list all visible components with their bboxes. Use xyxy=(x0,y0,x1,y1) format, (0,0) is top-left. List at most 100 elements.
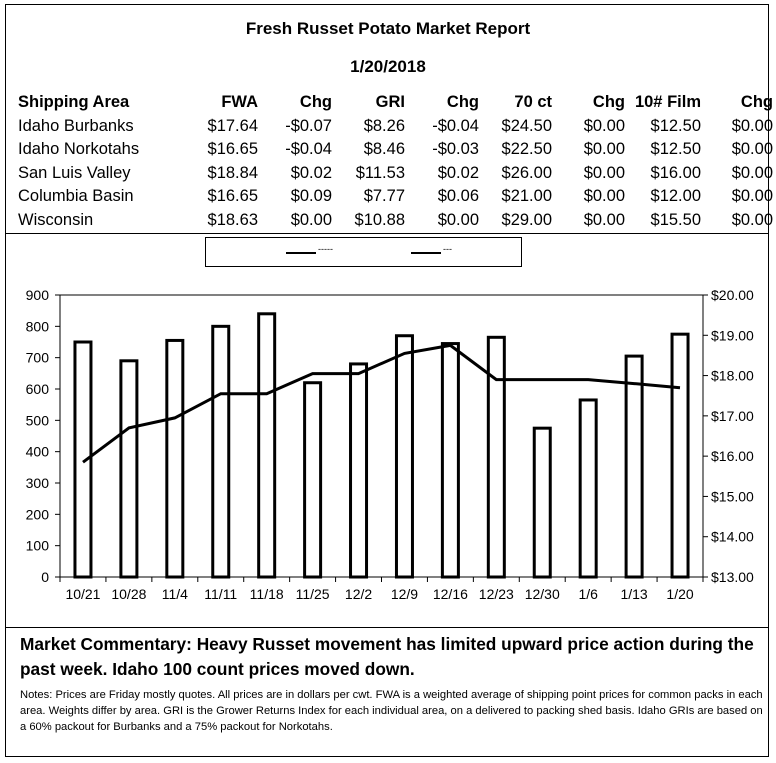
bar xyxy=(257,312,277,579)
bar xyxy=(578,398,598,579)
cell-gri: $10.88 xyxy=(354,210,405,229)
chart-area xyxy=(5,233,769,628)
x-tick-label: 12/9 xyxy=(391,586,418,602)
header-70ct-chg: Chg xyxy=(592,93,625,112)
cell-gri: $7.77 xyxy=(363,187,405,206)
cell-70ct-chg: $0.00 xyxy=(583,163,625,182)
right-tick-label: $15.00 xyxy=(711,488,754,504)
right-tick-label: $18.00 xyxy=(711,368,754,384)
report-date: 1/20/2018 xyxy=(350,57,426,76)
bar xyxy=(670,332,690,579)
left-tick-label: 0 xyxy=(41,569,49,585)
bar xyxy=(165,338,185,579)
cell-fwa: $16.65 xyxy=(207,140,258,159)
header-70ct: 70 ct xyxy=(514,93,552,112)
market-commentary: Market Commentary: Heavy Russet movement… xyxy=(20,634,754,679)
bar xyxy=(119,359,139,579)
cell-70ct: $21.00 xyxy=(501,187,552,206)
chart-legend: ----- --- xyxy=(205,237,522,267)
price-table: Shipping Area FWA Chg GRI Chg 70 ct Chg … xyxy=(18,91,773,232)
cell-film: $12.50 xyxy=(650,116,701,135)
bar xyxy=(532,426,552,579)
left-tick-label: 700 xyxy=(26,350,50,366)
cell-film: $12.00 xyxy=(650,187,701,206)
cell-fwa-chg: $0.02 xyxy=(290,163,332,182)
cell-70ct: $29.00 xyxy=(501,210,552,229)
x-tick-label: 1/20 xyxy=(666,586,693,602)
header-fwa: FWA xyxy=(221,93,258,112)
bar xyxy=(624,354,644,579)
table-row: Idaho Norkotahs $16.65 -$0.04 $8.46 -$0.… xyxy=(18,138,773,162)
cell-gri-chg: -$0.03 xyxy=(432,140,479,159)
cell-70ct-chg: $0.00 xyxy=(583,140,625,159)
plot-frame xyxy=(59,294,704,578)
right-tick-label: $17.00 xyxy=(711,408,754,424)
left-tick-label: 400 xyxy=(26,444,50,460)
left-tick-label: 600 xyxy=(26,381,50,397)
header-10lb-film: 10# Film xyxy=(634,93,701,112)
cell-area: Idaho Burbanks xyxy=(18,116,134,135)
legend-label-line: --- xyxy=(443,244,452,254)
right-tick-label: $16.00 xyxy=(711,448,754,464)
legend-swatch-bars xyxy=(286,252,316,254)
cell-gri-chg: $0.06 xyxy=(437,187,479,206)
cell-70ct-chg: $0.00 xyxy=(583,187,625,206)
x-tick-label: 12/30 xyxy=(525,586,560,602)
cell-70ct-chg: $0.00 xyxy=(583,210,625,229)
table-header-row: Shipping Area FWA Chg GRI Chg 70 ct Chg … xyxy=(18,91,773,115)
cell-film-chg: $0.00 xyxy=(731,116,773,135)
left-tick-label: 300 xyxy=(26,475,50,491)
header-10lb-film-chg: Chg xyxy=(740,93,773,112)
right-tick-label: $13.00 xyxy=(711,569,754,585)
cell-70ct: $22.50 xyxy=(501,140,552,159)
left-tick-label: 900 xyxy=(26,287,50,303)
bar xyxy=(73,340,93,579)
table-row: San Luis Valley $18.84 $0.02 $11.53 $0.0… xyxy=(18,162,773,186)
cell-film-chg: $0.00 xyxy=(731,140,773,159)
cell-area: Columbia Basin xyxy=(18,187,134,206)
cell-film-chg: $0.00 xyxy=(731,210,773,229)
cell-film: $15.50 xyxy=(650,210,701,229)
cell-film: $12.50 xyxy=(650,140,701,159)
x-tick-label: 10/21 xyxy=(65,586,100,602)
right-tick-label: $14.00 xyxy=(711,529,754,545)
bar xyxy=(394,334,414,579)
bar xyxy=(349,362,369,579)
x-tick-label: 11/11 xyxy=(204,586,237,602)
header-gri-chg: Chg xyxy=(446,93,479,112)
cell-70ct-chg: $0.00 xyxy=(583,116,625,135)
left-tick-label: 200 xyxy=(26,506,50,522)
x-tick-label: 1/6 xyxy=(578,586,598,602)
cell-area: Idaho Norkotahs xyxy=(18,140,140,159)
cell-area: San Luis Valley xyxy=(18,163,131,182)
bar xyxy=(440,342,460,579)
cell-gri-chg: $0.02 xyxy=(437,163,479,182)
cell-fwa-chg: -$0.07 xyxy=(285,116,332,135)
cell-film-chg: $0.00 xyxy=(731,163,773,182)
price-line xyxy=(82,343,681,464)
legend-label-bars: ----- xyxy=(318,244,333,254)
cell-fwa-chg: -$0.04 xyxy=(285,140,332,159)
x-tick-label: 11/25 xyxy=(296,586,330,602)
table-row: Columbia Basin $16.65 $0.09 $7.77 $0.06 … xyxy=(18,185,773,209)
cell-fwa: $18.84 xyxy=(207,163,258,182)
cell-area: Wisconsin xyxy=(18,210,94,229)
header-fwa-chg: Chg xyxy=(299,93,332,112)
cell-70ct: $26.00 xyxy=(501,163,552,182)
cell-gri: $11.53 xyxy=(355,163,405,182)
x-tick-label: 1/13 xyxy=(620,586,647,602)
table-row: Idaho Burbanks $17.64 -$0.07 $8.26 -$0.0… xyxy=(18,115,773,139)
x-tick-label: 11/4 xyxy=(162,586,188,602)
x-tick-label: 12/2 xyxy=(345,586,372,602)
cell-gri: $8.46 xyxy=(363,140,405,159)
right-tick-label: $19.00 xyxy=(711,327,754,343)
cell-70ct: $24.50 xyxy=(501,116,552,135)
left-tick-label: 800 xyxy=(26,318,50,334)
cell-fwa-chg: $0.00 xyxy=(290,210,332,229)
legend-swatch-line xyxy=(411,252,441,254)
cell-fwa: $17.64 xyxy=(207,116,258,135)
x-tick-label: 12/23 xyxy=(479,586,514,602)
bar xyxy=(303,381,323,579)
left-tick-label: 500 xyxy=(26,412,50,428)
